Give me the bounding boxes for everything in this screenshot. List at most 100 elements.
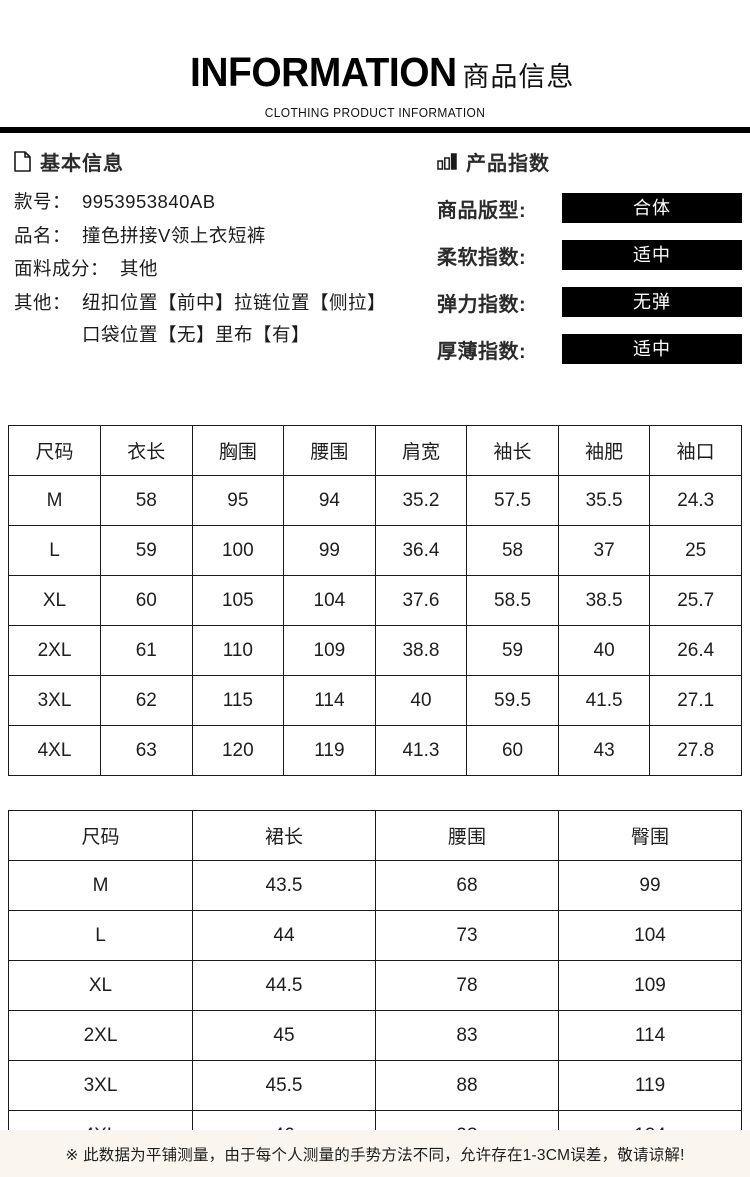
table-cell: 35.5 — [557, 475, 651, 526]
table-cell: L — [8, 525, 101, 576]
column-header: 腰围 — [283, 425, 376, 476]
table-cell: 3XL — [8, 1060, 193, 1111]
table-cell: 24.3 — [649, 475, 742, 526]
table-cell: 44 — [192, 910, 376, 961]
table-cell: 37 — [557, 525, 651, 576]
basic-info-heading: 基本信息 — [14, 147, 424, 176]
table-cell: 58 — [466, 525, 559, 576]
info-value: 纽扣位置【前中】拉链位置【侧拉】 口袋位置【无】里布【有】 — [71, 293, 424, 345]
index-row-elasticity: 弹力指数: 无弹 — [437, 287, 742, 317]
table-cell: 38.8 — [374, 625, 468, 676]
table-cell: M — [8, 475, 101, 526]
table-cell: 35.2 — [374, 475, 468, 526]
product-index-heading: 产品指数 — [437, 147, 742, 176]
table-row: M 58 95 94 35.2 57.5 35.5 24.3 — [8, 475, 742, 526]
index-value-badge: 适中 — [562, 240, 742, 270]
info-label: 面料成分： — [14, 258, 110, 279]
column-header: 裙长 — [192, 810, 376, 861]
table-cell: 115 — [191, 675, 285, 726]
bottom-size-table: 尺码 裙长 腰围 臀围 M 43.5 68 99 L 44 73 104 XL 44.5 78 109 2XL… — [8, 810, 742, 1161]
basic-info-title: 基本信息 — [40, 153, 124, 175]
header-divider — [0, 127, 750, 133]
table-cell: 83 — [375, 1010, 559, 1061]
table-cell: 2XL — [8, 625, 101, 676]
table-cell: 78 — [375, 960, 559, 1011]
table-cell: 110 — [191, 625, 285, 676]
table-cell: 36.4 — [374, 525, 468, 576]
table-head: 尺码 衣长 胸围 腰围 肩宽 袖长 袖肥 袖口 — [8, 425, 742, 476]
table-cell: 73 — [375, 910, 559, 961]
table-cell: 99 — [558, 860, 742, 911]
page-header: INFORMATION 商品信息 CLOTHING PRODUCT INFORM… — [0, 0, 750, 121]
table-cell: 62 — [100, 675, 193, 726]
index-value-badge: 适中 — [562, 334, 742, 364]
table-cell: 2XL — [8, 1010, 193, 1061]
table-row: 3XL 62 115 114 40 59.5 41.5 27.1 — [8, 675, 742, 726]
table-cell: 114 — [558, 1010, 742, 1061]
table-head: 尺码 裙长 腰围 臀围 — [8, 810, 742, 861]
table-cell: 25 — [649, 525, 742, 576]
table-row: 2XL 61 110 109 38.8 59 40 26.4 — [8, 625, 742, 676]
page-subtitle: CLOTHING PRODUCT INFORMATION — [264, 105, 486, 120]
table-cell: 41.3 — [374, 725, 468, 776]
document-icon — [14, 151, 31, 172]
info-label: 款号： — [14, 191, 72, 212]
table-cell: 59 — [100, 525, 193, 576]
title-english: INFORMATION — [189, 49, 457, 95]
table-cell: 95 — [191, 475, 285, 526]
product-index-block: 产品指数 商品版型: 合体 柔软指数: 适中 弹力指数: 无弹 厚薄指数: 适中 — [437, 147, 742, 381]
table-header-row: 尺码 裙长 腰围 臀围 — [8, 810, 742, 861]
info-value-line-2: 口袋位置【无】里布【有】 — [82, 324, 311, 345]
index-label: 弹力指数: — [437, 293, 527, 316]
column-header: 尺码 — [8, 810, 193, 861]
table-cell: 45 — [192, 1010, 376, 1061]
table-cell: 4XL — [8, 725, 101, 776]
table-cell: 3XL — [8, 675, 101, 726]
table-cell: 37.6 — [374, 575, 468, 626]
table-row: XL 60 105 104 37.6 58.5 38.5 25.7 — [8, 575, 742, 626]
table-cell: 43 — [557, 725, 651, 776]
column-header: 肩宽 — [374, 425, 468, 476]
table-row: 4XL 63 120 119 41.3 60 43 27.8 — [8, 725, 742, 776]
table-row: 2XL 45 83 114 — [8, 1010, 742, 1061]
index-row-fit: 商品版型: 合体 — [437, 193, 742, 223]
index-row-thickness: 厚薄指数: 适中 — [437, 334, 742, 364]
table-cell: M — [8, 860, 193, 911]
column-header: 胸围 — [191, 425, 285, 476]
table-cell: 40 — [557, 625, 651, 676]
product-index-list: 商品版型: 合体 柔软指数: 适中 弹力指数: 无弹 厚薄指数: 适中 — [437, 193, 742, 364]
table-cell: 63 — [100, 725, 193, 776]
column-header: 袖长 — [466, 425, 559, 476]
table-cell: 88 — [375, 1060, 559, 1111]
info-label: 其他： — [14, 291, 72, 313]
index-label: 柔软指数: — [437, 246, 527, 269]
table-cell: 104 — [558, 910, 742, 961]
table-cell: 100 — [191, 525, 285, 576]
table-row: M 43.5 68 99 — [8, 860, 742, 911]
table-cell: 57.5 — [466, 475, 559, 526]
table-row: L 44 73 104 — [8, 910, 742, 961]
table-row: L 59 100 99 36.4 58 37 25 — [8, 525, 742, 576]
table-cell: 99 — [283, 525, 376, 576]
info-row-other: 其他： 纽扣位置【前中】拉链位置【侧拉】 口袋位置【无】里布【有】 — [14, 291, 424, 345]
info-row-fabric: 面料成分： 其他 — [14, 258, 424, 279]
table-cell: 59.5 — [466, 675, 559, 726]
table-cell: 58 — [100, 475, 193, 526]
table-cell: 119 — [283, 725, 376, 776]
column-header: 袖肥 — [557, 425, 651, 476]
title-chinese: 商品信息 — [462, 62, 575, 92]
table-row: 3XL 45.5 88 119 — [8, 1060, 742, 1111]
table-cell: 104 — [283, 575, 376, 626]
column-header: 袖口 — [649, 425, 742, 476]
table-header-row: 尺码 衣长 胸围 腰围 肩宽 袖长 袖肥 袖口 — [8, 425, 742, 476]
table-cell: 119 — [558, 1060, 742, 1111]
table-cell: 60 — [100, 575, 193, 626]
table-cell: XL — [8, 575, 101, 626]
product-index-title: 产品指数 — [466, 153, 550, 175]
table-cell: 61 — [100, 625, 193, 676]
table-cell: 38.5 — [557, 575, 651, 626]
table-cell: 26.4 — [649, 625, 742, 676]
table-cell: 59 — [466, 625, 559, 676]
table-cell: 109 — [283, 625, 376, 676]
info-row-product-name: 品名： 撞色拼接V领上衣短裤 — [14, 226, 424, 246]
